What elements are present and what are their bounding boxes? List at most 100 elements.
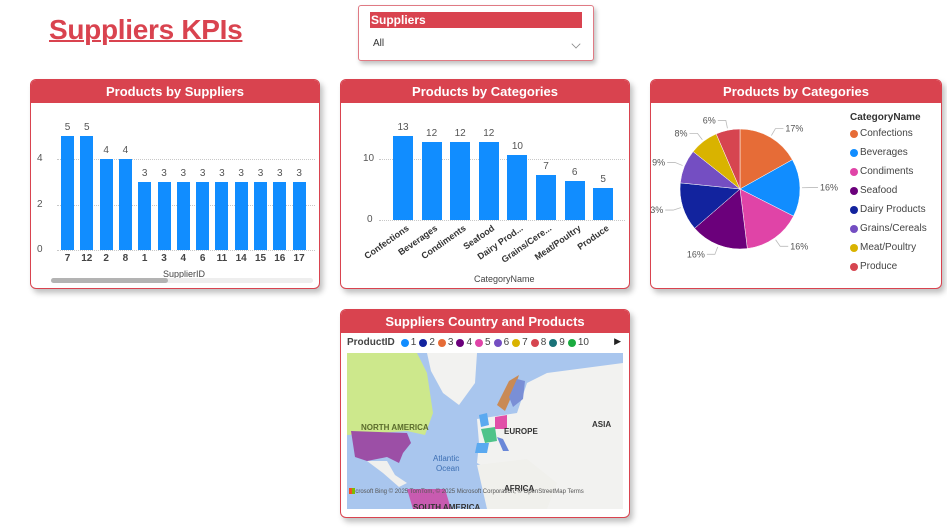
legend-dot-icon bbox=[530, 338, 539, 347]
x-tick: Produce bbox=[575, 223, 611, 252]
scrollbar-track[interactable] bbox=[51, 278, 313, 283]
legend-label: Confections bbox=[860, 128, 913, 139]
map-legend-item[interactable]: 4 bbox=[456, 337, 472, 348]
map-legend: ProductID 1 2 3 4 5 6 7 8 9 10 bbox=[347, 337, 592, 348]
microsoft-logo-icon bbox=[349, 488, 355, 494]
legend-dot-icon bbox=[493, 338, 502, 347]
legend-label: 4 bbox=[466, 337, 473, 348]
bar[interactable] bbox=[536, 174, 556, 220]
legend-item[interactable]: Produce bbox=[850, 261, 897, 272]
bar[interactable] bbox=[273, 181, 287, 250]
pie-data-label: 17% bbox=[785, 124, 803, 134]
legend-label: Meat/Poultry bbox=[860, 242, 917, 253]
bar[interactable] bbox=[478, 142, 499, 220]
pie-data-label: 16% bbox=[790, 241, 808, 251]
map-label-asia: ASIA bbox=[592, 420, 612, 429]
legend-label: 10 bbox=[577, 337, 589, 348]
map-label-north-america: NORTH AMERICA bbox=[361, 423, 429, 432]
bar[interactable] bbox=[176, 181, 190, 250]
pie-slice[interactable] bbox=[739, 128, 793, 190]
legend-item[interactable]: Dairy Products bbox=[850, 204, 926, 215]
map-label-africa: AFRICA bbox=[504, 484, 535, 493]
legend-title: CategoryName bbox=[850, 112, 921, 123]
bar[interactable] bbox=[118, 159, 132, 250]
legend-dot-icon bbox=[549, 338, 558, 347]
bar[interactable] bbox=[254, 181, 267, 250]
x-tick: 12 bbox=[81, 253, 93, 264]
card-title: Products by Suppliers bbox=[31, 80, 319, 103]
legend-dot-icon bbox=[400, 338, 409, 347]
map-legend-item[interactable]: 8 bbox=[530, 337, 546, 348]
pie-slice[interactable] bbox=[715, 128, 741, 190]
data-label: 5 bbox=[84, 122, 90, 134]
x-tick: 1 bbox=[141, 253, 148, 264]
legend-label: 6 bbox=[503, 337, 510, 348]
map-legend-item[interactable]: 3 bbox=[437, 337, 453, 348]
bar[interactable] bbox=[215, 181, 229, 250]
legend-item[interactable]: Condiments bbox=[850, 166, 913, 177]
x-tick: 3 bbox=[161, 253, 167, 264]
dropdown-value: All bbox=[373, 38, 385, 49]
map-legend-item[interactable]: 10 bbox=[567, 337, 589, 348]
legend-label: Condiments bbox=[860, 166, 914, 177]
bar[interactable] bbox=[61, 136, 74, 250]
slicer-header: Suppliers bbox=[370, 12, 582, 28]
pie-slice[interactable] bbox=[739, 188, 794, 249]
data-label: 3 bbox=[257, 167, 264, 179]
map-legend-item[interactable]: 5 bbox=[475, 337, 491, 348]
gridline bbox=[57, 250, 315, 251]
bar[interactable] bbox=[138, 181, 152, 250]
supplier-dropdown[interactable]: All bbox=[370, 34, 584, 54]
map-legend-item[interactable]: 7 bbox=[512, 337, 528, 348]
legend-item[interactable]: Seafood bbox=[850, 185, 897, 196]
map-view[interactable]: NORTH AMERICA EUROPE ASIA AFRICA Atlanti… bbox=[347, 353, 623, 509]
bar[interactable] bbox=[507, 155, 528, 220]
legend-dot-icon bbox=[850, 129, 858, 138]
bar[interactable] bbox=[234, 181, 248, 250]
x-tick: 17 bbox=[293, 253, 305, 264]
y-tick: 10 bbox=[363, 153, 375, 165]
bar[interactable] bbox=[157, 181, 171, 250]
pie-slice[interactable] bbox=[694, 188, 748, 250]
suppliers-map-card[interactable]: Suppliers Country and Products ProductID… bbox=[340, 309, 630, 518]
map-legend-item[interactable]: 6 bbox=[493, 337, 510, 348]
legend-item[interactable]: Meat/Poultry bbox=[850, 242, 916, 253]
page-title: Suppliers KPIs bbox=[49, 14, 243, 45]
x-tick: 8 bbox=[122, 253, 129, 264]
legend-label: 5 bbox=[485, 337, 491, 348]
bar[interactable] bbox=[564, 181, 585, 220]
map-label-south-america: SOUTH AMERICA bbox=[413, 503, 481, 509]
map-legend-item[interactable]: 1 bbox=[400, 337, 416, 348]
data-label: 5 bbox=[600, 173, 606, 185]
legend-item[interactable]: Confections bbox=[850, 128, 913, 139]
bar[interactable] bbox=[421, 142, 442, 220]
data-label: 3 bbox=[161, 167, 167, 179]
pie-chart[interactable]: 17% 16% 16% 16% 13% 9% 8% 6% bbox=[651, 103, 942, 289]
bar[interactable] bbox=[99, 159, 113, 250]
bar-chart-suppliers: SupplierID 0 2 4 5 7 5 12 4 2 4 8 3 1 3 3 3 4 3 6 3 11 3 14 3 15… bbox=[31, 103, 319, 288]
y-tick: 0 bbox=[37, 244, 43, 255]
products-by-categories-bar-card[interactable]: Products by Categories CategoryName 0 10 1… bbox=[340, 79, 630, 289]
bar[interactable] bbox=[450, 142, 471, 220]
legend-next-arrow-icon[interactable]: ▶ bbox=[614, 337, 621, 347]
gridline bbox=[379, 220, 625, 221]
legend-item[interactable]: Beverages bbox=[850, 147, 908, 158]
gridline bbox=[379, 159, 625, 161]
bar[interactable] bbox=[80, 136, 94, 250]
bar[interactable] bbox=[393, 135, 413, 220]
bar[interactable] bbox=[292, 181, 306, 250]
legend-item[interactable]: Grains/Cereals bbox=[850, 223, 927, 234]
bar[interactable] bbox=[593, 187, 614, 220]
scrollbar-thumb[interactable] bbox=[51, 278, 168, 283]
suppliers-slicer[interactable]: Suppliers All bbox=[358, 5, 594, 61]
map-legend-item[interactable]: 2 bbox=[419, 337, 435, 348]
map-legend-item[interactable]: 9 bbox=[549, 337, 565, 348]
products-by-suppliers-card[interactable]: Products by Suppliers SupplierID 0 2 4 5 7 5 1… bbox=[30, 79, 320, 289]
y-tick: 2 bbox=[37, 198, 43, 210]
pie-slice[interactable] bbox=[739, 159, 801, 217]
legend-label: Produce bbox=[860, 261, 898, 272]
products-by-categories-pie-card[interactable]: Products by Categories 17% 16% 16% 16% 13% 9%… bbox=[650, 79, 942, 289]
legend-label: Seafood bbox=[860, 185, 898, 196]
data-label: 4 bbox=[122, 145, 129, 157]
bar[interactable] bbox=[196, 181, 210, 250]
